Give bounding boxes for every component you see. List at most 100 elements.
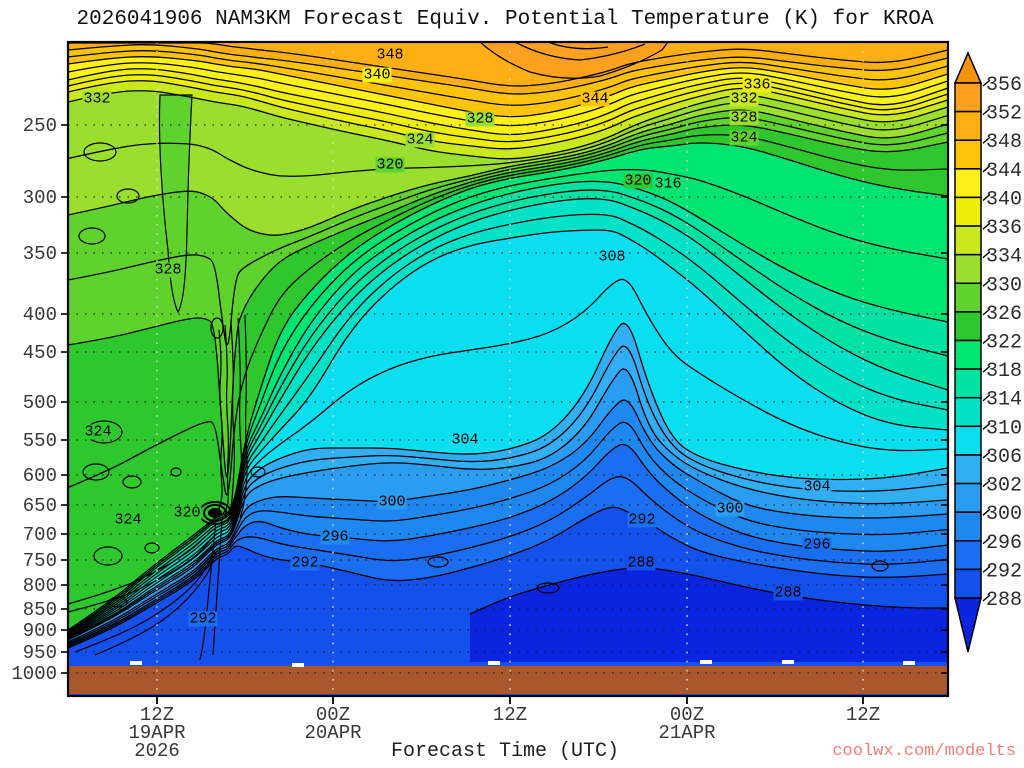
contour-value-label: 288 bbox=[773, 584, 803, 602]
contour-line-intermediate bbox=[68, 476, 948, 648]
contour-line-intermediate bbox=[68, 278, 948, 638]
closed-contour bbox=[427, 556, 449, 568]
contour-value-label: 340 bbox=[362, 66, 392, 84]
front-fan-line bbox=[68, 529, 213, 605]
ground-white-mark bbox=[700, 660, 712, 664]
colorbar-tick bbox=[982, 79, 991, 87]
colorbar-tick bbox=[982, 136, 991, 144]
closed-contour bbox=[144, 542, 160, 554]
colorbar-tick bbox=[982, 565, 991, 573]
contour-line-350 bbox=[68, 42, 948, 87]
colorbar-label: 306 bbox=[986, 446, 1022, 469]
green-tongue bbox=[158, 94, 193, 314]
ground-white-mark bbox=[292, 663, 304, 667]
contour-value-label: 332 bbox=[82, 90, 112, 108]
colorbar-label: 330 bbox=[986, 274, 1022, 297]
ground-strip bbox=[68, 666, 948, 694]
contour-line-intermediate bbox=[68, 345, 948, 640]
x-axis-title: Forecast Time (UTC) bbox=[390, 740, 620, 763]
closed-contour bbox=[83, 142, 117, 162]
closed-contour bbox=[210, 317, 224, 339]
colorbar-tick bbox=[982, 480, 991, 488]
colorbar-box bbox=[954, 396, 982, 428]
colorbar-tick bbox=[982, 336, 991, 345]
colorbar-tick bbox=[982, 594, 991, 602]
colorbar-label: 300 bbox=[986, 503, 1022, 526]
colorbar-label: 336 bbox=[986, 217, 1022, 240]
colorbar-label: 292 bbox=[986, 560, 1022, 583]
contour-line-intermediate bbox=[68, 62, 948, 127]
y-axis-label: 500 bbox=[23, 392, 57, 414]
ground-white-mark bbox=[488, 661, 500, 665]
colorbar-tick bbox=[982, 422, 991, 430]
colorbar-tick bbox=[982, 365, 991, 373]
contour-line-intermediate bbox=[68, 134, 948, 496]
colorbar-box bbox=[954, 196, 982, 227]
contour-value-label: 344 bbox=[580, 90, 610, 108]
colorbar-tick bbox=[982, 165, 991, 173]
y-axis-label: 300 bbox=[23, 187, 57, 209]
closed-contour bbox=[93, 546, 123, 566]
colorbar-label: 334 bbox=[986, 246, 1022, 269]
contour-value-label: 328 bbox=[465, 110, 495, 128]
colorbar-arrow-bottom bbox=[954, 597, 982, 653]
front-fan-line bbox=[68, 535, 215, 613]
contour-line-intermediate bbox=[68, 74, 948, 143]
colorbar-box bbox=[954, 225, 982, 256]
watermark-link: coolwx.com/modelts bbox=[832, 742, 1016, 761]
contour-value-label: 292 bbox=[188, 610, 218, 628]
contour-line-344 bbox=[68, 56, 948, 118]
colorbar-label: 340 bbox=[986, 188, 1022, 211]
contour-value-label: 328 bbox=[729, 109, 759, 127]
x-axis-label: 12Z bbox=[140, 704, 174, 726]
y-axis-label: 350 bbox=[23, 243, 57, 265]
y-axis-label: 750 bbox=[23, 550, 57, 572]
y-axis-label: 650 bbox=[23, 495, 57, 517]
x-axis-label: 21APR bbox=[658, 722, 715, 744]
colorbar-tick bbox=[982, 451, 991, 459]
y-axis-label: 600 bbox=[23, 465, 57, 487]
closed-contour bbox=[78, 227, 106, 245]
colorbar-box bbox=[954, 282, 982, 313]
closed-contour bbox=[116, 188, 140, 204]
colorbar-box bbox=[954, 168, 982, 199]
contour-line bbox=[547, 42, 609, 50]
plot-frame bbox=[66, 40, 950, 698]
contour-value-label: 288 bbox=[626, 554, 656, 572]
contour-value-label: 320 bbox=[375, 156, 405, 174]
colorbar-box bbox=[954, 511, 982, 542]
contour-line-302 bbox=[68, 368, 948, 641]
front-line bbox=[235, 317, 242, 515]
dense-contour-blob-core bbox=[208, 508, 222, 518]
contour-line-300 bbox=[68, 399, 948, 643]
colorbar-tick bbox=[982, 193, 991, 201]
colorbar-box bbox=[954, 368, 982, 399]
contour-line-348 bbox=[68, 44, 948, 95]
x-axis-label: 00Z bbox=[316, 704, 350, 726]
colorbar-tick bbox=[982, 308, 991, 316]
contour-line-330 bbox=[68, 109, 948, 236]
colorbar-box bbox=[954, 540, 982, 571]
contour-value-label: 324 bbox=[113, 511, 143, 529]
front-fan-line bbox=[94, 551, 217, 656]
colorbar-tick bbox=[982, 279, 991, 287]
contour-value-label: 300 bbox=[715, 500, 745, 518]
contour-field bbox=[68, 42, 948, 696]
colorbar-label: 310 bbox=[986, 417, 1022, 440]
front-line bbox=[239, 314, 248, 519]
front-fan-line bbox=[74, 549, 216, 653]
contour-value-label: 324 bbox=[729, 129, 759, 147]
x-axis-label: 12Z bbox=[846, 704, 880, 726]
y-axis-label: 900 bbox=[23, 620, 57, 642]
contour-line-intermediate bbox=[68, 50, 948, 106]
colorbar-label: 322 bbox=[986, 332, 1022, 355]
colorbar-label: 296 bbox=[986, 532, 1022, 555]
contour-value-label: 336 bbox=[742, 76, 772, 94]
fill-blob-288 bbox=[470, 568, 948, 662]
contour-value-label: 316 bbox=[653, 175, 683, 193]
closed-contour bbox=[108, 596, 128, 608]
contour-value-label: 328 bbox=[153, 261, 183, 279]
contour-line-288 bbox=[469, 567, 948, 615]
